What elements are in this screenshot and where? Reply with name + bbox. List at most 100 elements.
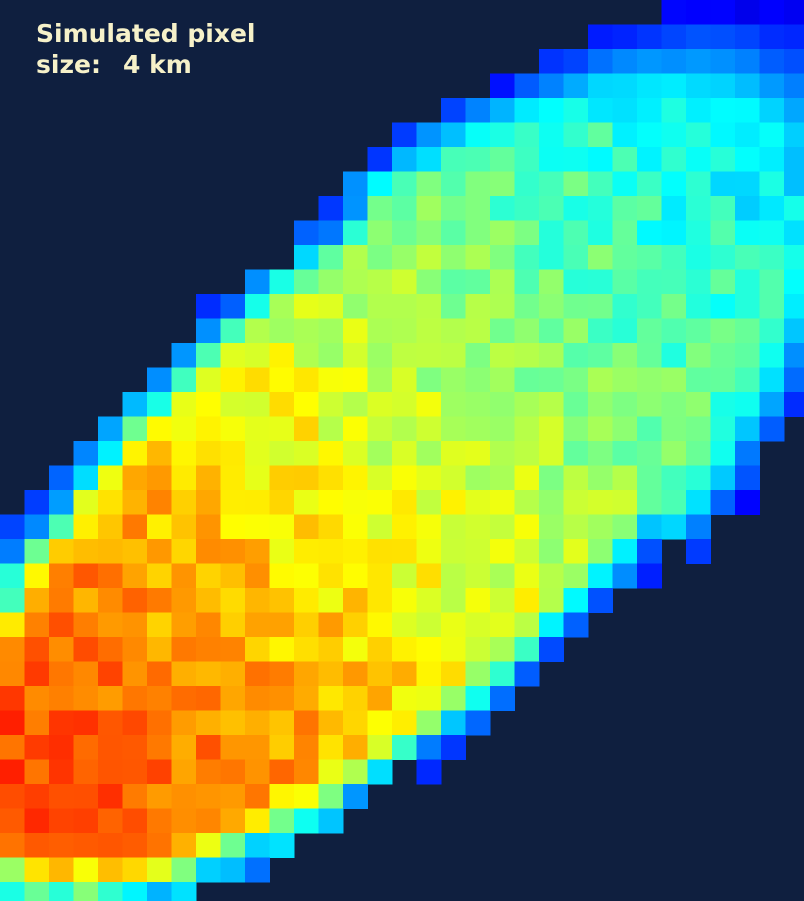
pixel: [441, 564, 466, 589]
pixel: [711, 270, 736, 295]
pixel: [588, 25, 613, 50]
pixel: [588, 588, 613, 613]
pixel: [245, 564, 270, 589]
pixel: [245, 662, 270, 687]
pixel: [221, 686, 246, 711]
pixel: [319, 392, 344, 417]
pixel: [564, 368, 589, 393]
pixel: [343, 711, 368, 736]
pixel: [270, 368, 295, 393]
pixel: [417, 637, 442, 662]
pixel: [123, 735, 148, 760]
pixel: [539, 564, 564, 589]
pixel: [49, 490, 74, 515]
pixel: [735, 74, 760, 99]
pixel: [490, 490, 515, 515]
pixel: [564, 196, 589, 221]
pixel: [172, 760, 197, 785]
pixel: [49, 833, 74, 858]
pixel: [735, 0, 760, 25]
pixel: [760, 319, 785, 344]
pixel: [490, 74, 515, 99]
pixel: [343, 221, 368, 246]
pixel: [441, 294, 466, 319]
pixel: [686, 245, 711, 270]
pixel: [490, 539, 515, 564]
pixel: [368, 270, 393, 295]
pixel: [784, 221, 804, 246]
pixel: [466, 564, 491, 589]
pixel: [686, 417, 711, 442]
pixel: [74, 490, 99, 515]
pixel: [515, 196, 540, 221]
pixel: [564, 466, 589, 491]
pixel: [368, 662, 393, 687]
pixel: [74, 466, 99, 491]
pixel: [319, 319, 344, 344]
pixel: [392, 686, 417, 711]
pixel: [441, 417, 466, 442]
pixel: [613, 221, 638, 246]
pixel: [490, 123, 515, 148]
pixel: [368, 392, 393, 417]
pixel: [368, 637, 393, 662]
pixel: [441, 392, 466, 417]
pixel: [319, 809, 344, 834]
pixel: [25, 515, 50, 540]
pixel: [539, 613, 564, 638]
pixel: [74, 686, 99, 711]
pixel: [613, 343, 638, 368]
pixel: [368, 196, 393, 221]
pixel: [784, 245, 804, 270]
pixel: [466, 392, 491, 417]
pixel: [294, 466, 319, 491]
pixel: [466, 515, 491, 540]
pixel: [515, 637, 540, 662]
pixel: [711, 49, 736, 74]
pixel: [686, 539, 711, 564]
pixel: [564, 270, 589, 295]
pixel: [172, 588, 197, 613]
pixel: [147, 833, 172, 858]
pixel: [588, 417, 613, 442]
pixel: [392, 147, 417, 172]
pixel: [564, 613, 589, 638]
pixel: [172, 343, 197, 368]
pixel: [368, 588, 393, 613]
pixel: [564, 98, 589, 123]
pixel: [172, 686, 197, 711]
pixel: [392, 221, 417, 246]
pixel: [588, 343, 613, 368]
pixel: [98, 539, 123, 564]
pixel: [74, 662, 99, 687]
pixel: [515, 662, 540, 687]
pixel: [441, 515, 466, 540]
pixel: [441, 441, 466, 466]
pixel: [637, 564, 662, 589]
pixel: [0, 784, 25, 809]
pixel: [196, 588, 221, 613]
pixel: [196, 637, 221, 662]
pixel: [319, 221, 344, 246]
pixel: [172, 784, 197, 809]
pixel: [662, 270, 687, 295]
pixel: [564, 539, 589, 564]
pixel: [490, 245, 515, 270]
pixel: [564, 294, 589, 319]
pixel: [368, 760, 393, 785]
pixel: [711, 441, 736, 466]
pixel: [196, 564, 221, 589]
pixel: [196, 294, 221, 319]
pixel: [49, 711, 74, 736]
pixel: [196, 343, 221, 368]
pixel: [564, 147, 589, 172]
pixel: [368, 539, 393, 564]
pixel: [123, 637, 148, 662]
pixel: [0, 711, 25, 736]
pixel: [270, 613, 295, 638]
pixel: [25, 490, 50, 515]
pixel: [466, 417, 491, 442]
pixel: [588, 539, 613, 564]
pixel: [784, 319, 804, 344]
pixel: [270, 735, 295, 760]
